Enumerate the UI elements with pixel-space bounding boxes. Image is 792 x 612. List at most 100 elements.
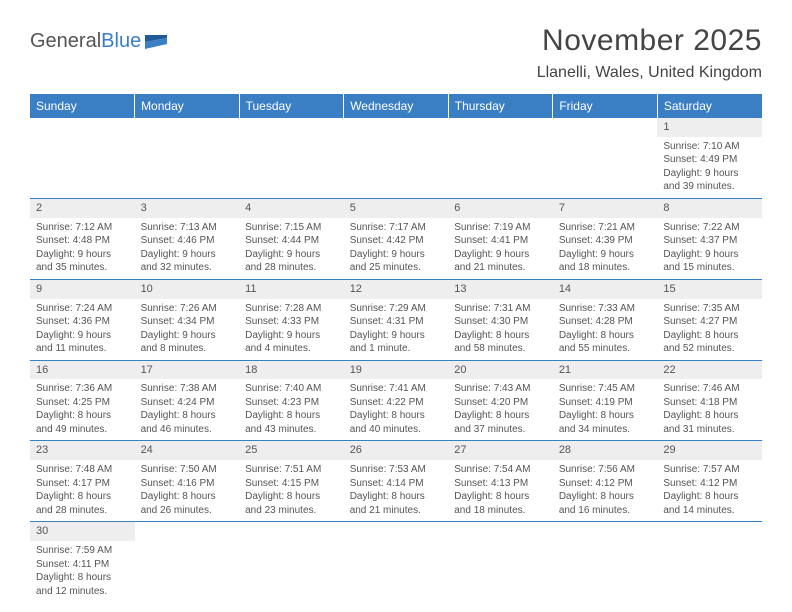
day-detail-line: Sunset: 4:36 PM [36, 315, 129, 329]
day-detail-line: Daylight: 8 hours [663, 409, 756, 423]
day-detail-line: Daylight: 8 hours [141, 490, 234, 504]
flag-icon [145, 35, 167, 49]
brand-text-general: General [30, 30, 101, 53]
day-detail-line: and 55 minutes. [559, 342, 652, 356]
day-detail-line: and 18 minutes. [454, 504, 547, 518]
day-detail-line: and 28 minutes. [36, 504, 129, 518]
day-detail-line: and 18 minutes. [559, 261, 652, 275]
calendar-day-cell: 22Sunrise: 7:46 AMSunset: 4:18 PMDayligh… [657, 360, 762, 441]
day-detail-line: Sunrise: 7:31 AM [454, 302, 547, 316]
day-detail-line: Sunrise: 7:46 AM [663, 382, 756, 396]
calendar-body: . . . . . . 1Sunrise: 7:10 AMSunset: 4:4… [30, 118, 762, 602]
day-number: 5 [344, 199, 449, 218]
calendar-week-row: 9Sunrise: 7:24 AMSunset: 4:36 PMDaylight… [30, 279, 762, 360]
day-detail-line: Sunset: 4:41 PM [454, 234, 547, 248]
day-number: 22 [657, 361, 762, 380]
location-subtitle: Llanelli, Wales, United Kingdom [30, 64, 762, 82]
day-detail-line: and 21 minutes. [454, 261, 547, 275]
calendar-day-cell: 28Sunrise: 7:56 AMSunset: 4:12 PMDayligh… [553, 441, 658, 522]
calendar-day-cell: 17Sunrise: 7:38 AMSunset: 4:24 PMDayligh… [135, 360, 240, 441]
day-detail-line: Sunrise: 7:24 AM [36, 302, 129, 316]
calendar-table: SundayMondayTuesdayWednesdayThursdayFrid… [30, 94, 762, 602]
day-detail-line: Sunrise: 7:21 AM [559, 221, 652, 235]
day-detail-line: Daylight: 9 hours [245, 248, 338, 262]
day-details: Sunrise: 7:40 AMSunset: 4:23 PMDaylight:… [239, 379, 344, 440]
calendar-day-cell: 7Sunrise: 7:21 AMSunset: 4:39 PMDaylight… [553, 198, 658, 279]
weekday-header: Sunday [30, 94, 135, 118]
day-details: Sunrise: 7:50 AMSunset: 4:16 PMDaylight:… [135, 460, 240, 521]
day-detail-line: Sunrise: 7:29 AM [350, 302, 443, 316]
day-number: 15 [657, 280, 762, 299]
calendar-day-cell: 18Sunrise: 7:40 AMSunset: 4:23 PMDayligh… [239, 360, 344, 441]
day-detail-line: Daylight: 9 hours [454, 248, 547, 262]
day-details: Sunrise: 7:22 AMSunset: 4:37 PMDaylight:… [657, 218, 762, 279]
day-detail-line: Daylight: 9 hours [36, 329, 129, 343]
brand-text-blue: Blue [101, 30, 141, 53]
weekday-header: Wednesday [344, 94, 449, 118]
calendar-week-row: 30Sunrise: 7:59 AMSunset: 4:11 PMDayligh… [30, 522, 762, 602]
day-detail-line: and 40 minutes. [350, 423, 443, 437]
day-number: 21 [553, 361, 658, 380]
day-detail-line: Daylight: 9 hours [141, 329, 234, 343]
day-detail-line: and 35 minutes. [36, 261, 129, 275]
day-details: Sunrise: 7:36 AMSunset: 4:25 PMDaylight:… [30, 379, 135, 440]
day-detail-line: Daylight: 8 hours [663, 329, 756, 343]
day-detail-line: Sunset: 4:31 PM [350, 315, 443, 329]
calendar-head: SundayMondayTuesdayWednesdayThursdayFrid… [30, 94, 762, 118]
day-detail-line: Daylight: 8 hours [36, 409, 129, 423]
day-number: 14 [553, 280, 658, 299]
brand-logo: GeneralBlue [30, 30, 167, 53]
day-detail-line: Daylight: 8 hours [559, 409, 652, 423]
day-number: 20 [448, 361, 553, 380]
day-detail-line: and 21 minutes. [350, 504, 443, 518]
day-detail-line: Sunset: 4:49 PM [663, 153, 756, 167]
day-details: Sunrise: 7:24 AMSunset: 4:36 PMDaylight:… [30, 299, 135, 360]
day-detail-line: Sunset: 4:22 PM [350, 396, 443, 410]
day-details: Sunrise: 7:28 AMSunset: 4:33 PMDaylight:… [239, 299, 344, 360]
calendar-day-cell: . [239, 522, 344, 602]
day-detail-line: Sunset: 4:39 PM [559, 234, 652, 248]
calendar-day-cell: 1Sunrise: 7:10 AMSunset: 4:49 PMDaylight… [657, 118, 762, 198]
day-number: 23 [30, 441, 135, 460]
day-number: 7 [553, 199, 658, 218]
calendar-day-cell: . [344, 118, 449, 198]
calendar-day-cell: 26Sunrise: 7:53 AMSunset: 4:14 PMDayligh… [344, 441, 449, 522]
day-detail-line: Sunset: 4:19 PM [559, 396, 652, 410]
day-details: Sunrise: 7:53 AMSunset: 4:14 PMDaylight:… [344, 460, 449, 521]
day-detail-line: Sunset: 4:44 PM [245, 234, 338, 248]
day-detail-line: Daylight: 8 hours [245, 490, 338, 504]
day-detail-line: Sunrise: 7:48 AM [36, 463, 129, 477]
day-detail-line: Daylight: 9 hours [36, 248, 129, 262]
day-number: 17 [135, 361, 240, 380]
day-detail-line: Sunrise: 7:59 AM [36, 544, 129, 558]
day-detail-line: Sunset: 4:46 PM [141, 234, 234, 248]
day-detail-line: Sunset: 4:18 PM [663, 396, 756, 410]
day-detail-line: Sunrise: 7:40 AM [245, 382, 338, 396]
day-details: Sunrise: 7:35 AMSunset: 4:27 PMDaylight:… [657, 299, 762, 360]
day-detail-line: Sunrise: 7:51 AM [245, 463, 338, 477]
day-detail-line: Sunrise: 7:13 AM [141, 221, 234, 235]
day-detail-line: Sunrise: 7:15 AM [245, 221, 338, 235]
day-number: 9 [30, 280, 135, 299]
day-detail-line: and 32 minutes. [141, 261, 234, 275]
calendar-day-cell: 13Sunrise: 7:31 AMSunset: 4:30 PMDayligh… [448, 279, 553, 360]
day-number: 3 [135, 199, 240, 218]
day-number: 29 [657, 441, 762, 460]
day-details: Sunrise: 7:46 AMSunset: 4:18 PMDaylight:… [657, 379, 762, 440]
calendar-day-cell: 16Sunrise: 7:36 AMSunset: 4:25 PMDayligh… [30, 360, 135, 441]
day-detail-line: Sunrise: 7:35 AM [663, 302, 756, 316]
day-number: 10 [135, 280, 240, 299]
day-detail-line: and 16 minutes. [559, 504, 652, 518]
day-detail-line: Sunset: 4:28 PM [559, 315, 652, 329]
day-detail-line: Sunset: 4:14 PM [350, 477, 443, 491]
day-detail-line: Sunrise: 7:45 AM [559, 382, 652, 396]
day-detail-line: Sunrise: 7:50 AM [141, 463, 234, 477]
calendar-day-cell: 19Sunrise: 7:41 AMSunset: 4:22 PMDayligh… [344, 360, 449, 441]
calendar-day-cell: 24Sunrise: 7:50 AMSunset: 4:16 PMDayligh… [135, 441, 240, 522]
day-detail-line: Sunset: 4:20 PM [454, 396, 547, 410]
day-detail-line: Daylight: 8 hours [350, 490, 443, 504]
day-detail-line: Sunset: 4:30 PM [454, 315, 547, 329]
day-detail-line: and 37 minutes. [454, 423, 547, 437]
day-detail-line: Sunrise: 7:28 AM [245, 302, 338, 316]
day-detail-line: and 8 minutes. [141, 342, 234, 356]
